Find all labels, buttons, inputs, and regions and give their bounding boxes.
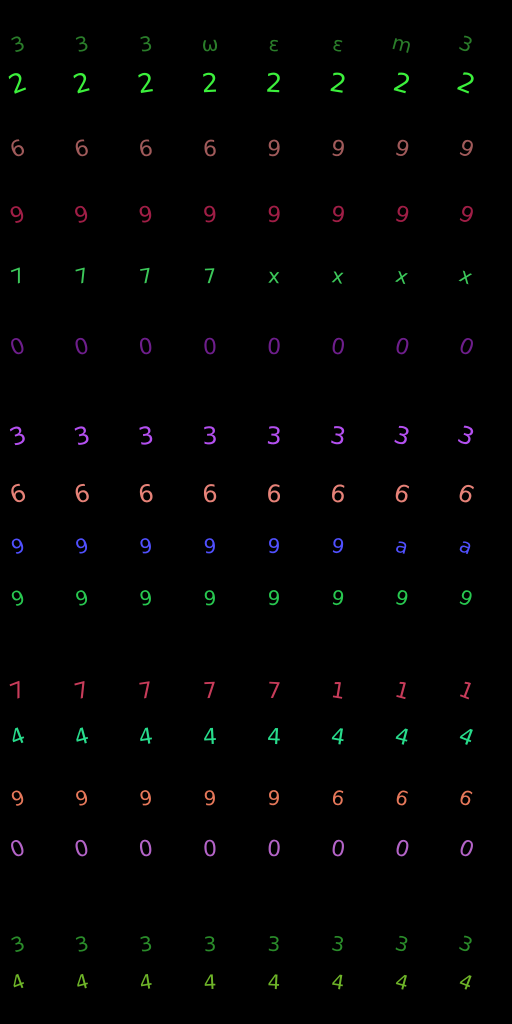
digit-glyph: 4	[203, 969, 217, 995]
digit-glyph: 0	[455, 333, 478, 362]
digit-glyph: 4	[267, 969, 281, 995]
digit-glyph: 6	[137, 136, 155, 163]
digit-glyph: 0	[266, 334, 282, 361]
digit-glyph: 4	[455, 968, 477, 996]
digit-glyph: 9	[202, 202, 218, 229]
digit-glyph: 0	[202, 334, 218, 361]
digit-glyph: 9	[455, 135, 478, 164]
digit-glyph: 7	[137, 263, 155, 289]
digit-glyph: 9	[267, 585, 281, 611]
digit-glyph: 2	[452, 67, 480, 101]
digit-glyph: 9	[455, 584, 477, 612]
digit-glyph: 9	[266, 136, 282, 163]
digit-glyph: x	[330, 263, 346, 289]
digit-glyph: 9	[329, 136, 347, 163]
digit-glyph: x	[456, 262, 476, 290]
digit-glyph: 2	[200, 68, 220, 100]
digit-glyph: 9	[203, 585, 217, 611]
digit-glyph: 2	[264, 68, 284, 100]
digit-glyph: 9	[266, 202, 282, 229]
digit-glyph: 0	[202, 836, 218, 863]
digit-glyph: 0	[266, 836, 282, 863]
digit-glyph: 2	[327, 67, 349, 101]
digit-glyph: 9	[329, 585, 347, 611]
digit-glyph: 0	[329, 334, 347, 361]
digit-glyph: 0	[137, 836, 155, 863]
digit-glyph: 2	[135, 67, 157, 101]
digit-glyph: 4	[202, 724, 218, 751]
digit-glyph: 0	[455, 835, 478, 864]
digit-glyph: 9	[137, 585, 155, 611]
digit-glyph: 6	[202, 136, 218, 163]
digit-glyph: 0	[329, 836, 347, 863]
digit-glyph: 4	[329, 969, 347, 995]
digit-glyph: 0	[137, 334, 155, 361]
digit-glyph: 3	[265, 421, 283, 451]
digit-glyph: 3	[201, 421, 219, 451]
digit-glyph: 4	[266, 724, 282, 751]
digit-glyph: 7	[203, 263, 217, 289]
digit-glyph: x	[267, 263, 281, 289]
digit-glyph: 4	[137, 969, 155, 995]
